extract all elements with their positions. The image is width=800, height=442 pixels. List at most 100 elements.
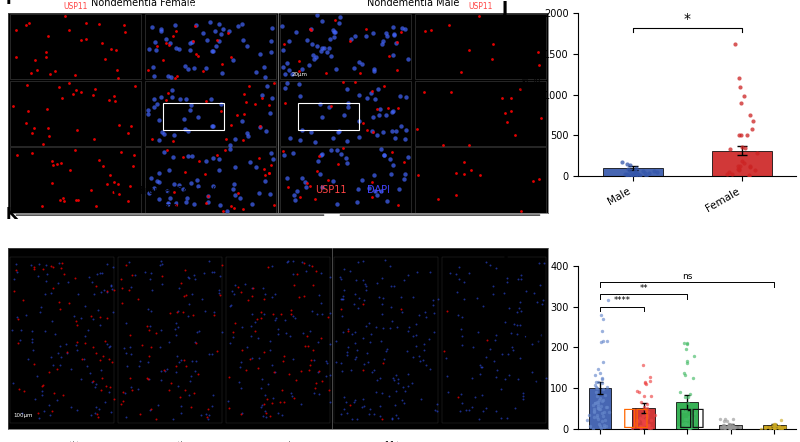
Point bbox=[182, 65, 194, 72]
Point bbox=[188, 23, 201, 30]
Point bbox=[168, 132, 181, 139]
Point bbox=[71, 197, 84, 204]
Point bbox=[442, 388, 454, 395]
Point bbox=[336, 328, 349, 335]
Point bbox=[773, 425, 786, 432]
Point bbox=[254, 309, 267, 316]
Point bbox=[390, 372, 403, 379]
Bar bbox=[226, 257, 330, 423]
Point bbox=[190, 177, 203, 184]
Point bbox=[502, 372, 515, 379]
Point bbox=[395, 305, 408, 312]
Point bbox=[214, 272, 226, 279]
Point bbox=[285, 311, 298, 318]
Point bbox=[17, 296, 30, 303]
Point bbox=[272, 409, 285, 416]
Point bbox=[94, 289, 107, 296]
Point bbox=[353, 294, 366, 301]
Point bbox=[293, 57, 306, 65]
Point bbox=[70, 196, 82, 203]
Point bbox=[349, 329, 362, 336]
Point bbox=[486, 41, 499, 48]
Point bbox=[189, 367, 202, 374]
Point bbox=[97, 162, 110, 169]
Point bbox=[641, 414, 654, 421]
Point bbox=[630, 419, 642, 427]
Point bbox=[170, 27, 182, 34]
Point bbox=[154, 344, 166, 351]
Point bbox=[265, 24, 278, 31]
Point bbox=[358, 403, 370, 410]
Point bbox=[639, 378, 652, 385]
Point bbox=[344, 401, 357, 408]
Point bbox=[308, 56, 321, 63]
Point bbox=[626, 425, 638, 432]
Point bbox=[105, 282, 118, 289]
Point bbox=[510, 322, 523, 329]
Point bbox=[202, 193, 214, 200]
Point bbox=[638, 418, 651, 425]
Point bbox=[159, 367, 172, 374]
Point bbox=[258, 64, 270, 71]
Bar bbox=[145, 14, 276, 80]
Point bbox=[359, 280, 372, 287]
Point bbox=[718, 425, 730, 432]
Point bbox=[639, 381, 652, 388]
Point bbox=[717, 422, 730, 429]
Point bbox=[202, 193, 214, 200]
Point bbox=[746, 117, 759, 124]
Point bbox=[265, 48, 278, 55]
Point bbox=[270, 315, 282, 322]
Point bbox=[37, 265, 50, 272]
Point bbox=[672, 424, 685, 431]
Point bbox=[594, 311, 607, 318]
Point bbox=[349, 79, 362, 86]
Point bbox=[411, 171, 424, 178]
Point bbox=[587, 401, 600, 408]
Point bbox=[178, 356, 190, 363]
Point bbox=[86, 379, 98, 386]
Point bbox=[473, 415, 486, 422]
Point bbox=[594, 394, 606, 401]
Point bbox=[510, 330, 523, 337]
Point bbox=[325, 102, 338, 109]
Point bbox=[222, 404, 235, 412]
Point bbox=[113, 191, 126, 198]
Point bbox=[242, 82, 255, 89]
Point bbox=[214, 100, 227, 107]
Point bbox=[358, 296, 370, 303]
Point bbox=[311, 338, 324, 345]
Point bbox=[178, 267, 191, 274]
Point bbox=[170, 308, 183, 315]
Bar bbox=[414, 147, 546, 213]
Point bbox=[275, 412, 288, 419]
Point bbox=[254, 384, 267, 391]
Text: Mouse Frontal Cortex (: Mouse Frontal Cortex ( bbox=[105, 185, 216, 195]
Point bbox=[195, 296, 208, 303]
Point bbox=[298, 342, 311, 349]
Point bbox=[319, 373, 332, 380]
Point bbox=[173, 46, 186, 53]
Point bbox=[733, 75, 746, 82]
Point bbox=[258, 407, 271, 414]
Point bbox=[36, 392, 49, 399]
Text: 100μm: 100μm bbox=[14, 413, 33, 418]
Point bbox=[686, 424, 698, 431]
Point bbox=[176, 185, 189, 192]
Point bbox=[90, 203, 102, 210]
Point bbox=[598, 423, 610, 430]
Point bbox=[335, 313, 348, 320]
Point bbox=[389, 134, 402, 141]
Point bbox=[630, 422, 642, 429]
Point bbox=[342, 343, 354, 350]
Point bbox=[682, 424, 695, 431]
Point bbox=[192, 183, 205, 190]
Point bbox=[382, 392, 395, 399]
Point bbox=[382, 104, 394, 111]
Point bbox=[147, 64, 160, 71]
Point bbox=[759, 423, 772, 431]
Point bbox=[188, 389, 201, 396]
Point bbox=[224, 141, 237, 149]
Point bbox=[264, 110, 277, 117]
Point bbox=[254, 50, 266, 57]
